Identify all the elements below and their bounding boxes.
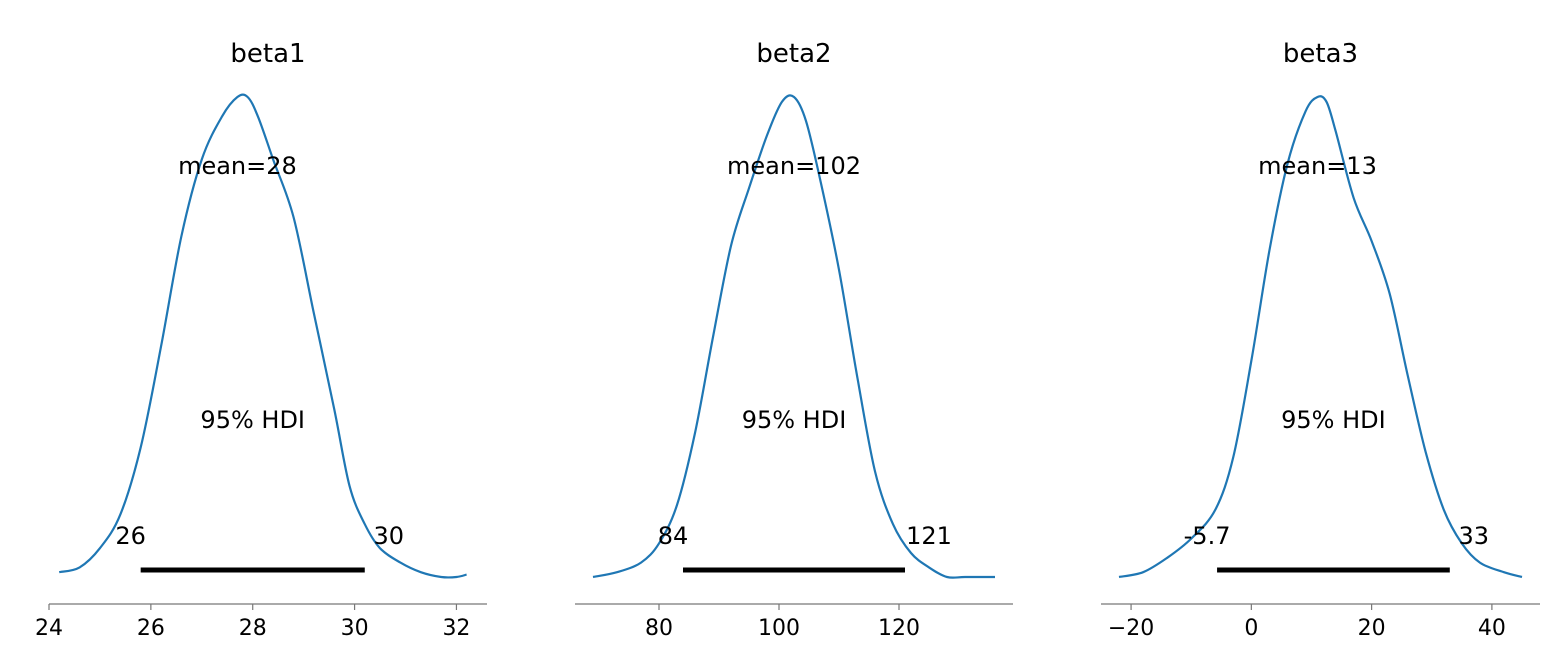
panel-beta1: beta1 mean=28 95% HDI 26 30 24 26 28 30 32 — [35, 39, 487, 641]
density-curve — [592, 94, 995, 579]
x-tick-label: 120 — [878, 616, 920, 641]
hdi-low-label: 26 — [115, 522, 146, 550]
mean-label: mean=102 — [727, 152, 861, 180]
hdi-high-label: 33 — [1459, 522, 1490, 550]
panel-title: beta2 — [756, 39, 831, 69]
panel-beta2: beta2 mean=102 95% HDI 84 121 80 100 120 — [575, 39, 1013, 641]
panel-title: beta3 — [1283, 39, 1358, 69]
x-tick-label: −20 — [1108, 616, 1154, 641]
x-tick-label: 40 — [1478, 616, 1506, 641]
mean-label: mean=28 — [178, 152, 297, 180]
x-tick-label: 24 — [35, 616, 63, 641]
mean-label: mean=13 — [1258, 152, 1377, 180]
x-tick-label: 20 — [1358, 616, 1386, 641]
x-tick-label: 28 — [239, 616, 267, 641]
hdi-high-label: 121 — [906, 522, 952, 550]
density-curve — [58, 93, 467, 579]
hdi-label: 95% HDI — [1281, 406, 1386, 434]
hdi-low-label: -5.7 — [1184, 522, 1231, 550]
x-tick-label: 100 — [758, 616, 800, 641]
hdi-high-label: 30 — [373, 522, 404, 550]
density-curve — [1118, 95, 1523, 579]
x-tick-label: 30 — [341, 616, 369, 641]
x-tick-label: 0 — [1244, 616, 1258, 641]
x-tick-label: 80 — [645, 616, 673, 641]
x-tick-label: 32 — [442, 616, 470, 641]
panel-beta3: beta3 mean=13 95% HDI -5.7 33 −20 0 20 40 — [1101, 39, 1540, 641]
hdi-label: 95% HDI — [200, 406, 305, 434]
x-tick-label: 26 — [137, 616, 165, 641]
hdi-low-label: 84 — [658, 522, 689, 550]
panel-title: beta1 — [230, 39, 305, 69]
hdi-label: 95% HDI — [742, 406, 847, 434]
